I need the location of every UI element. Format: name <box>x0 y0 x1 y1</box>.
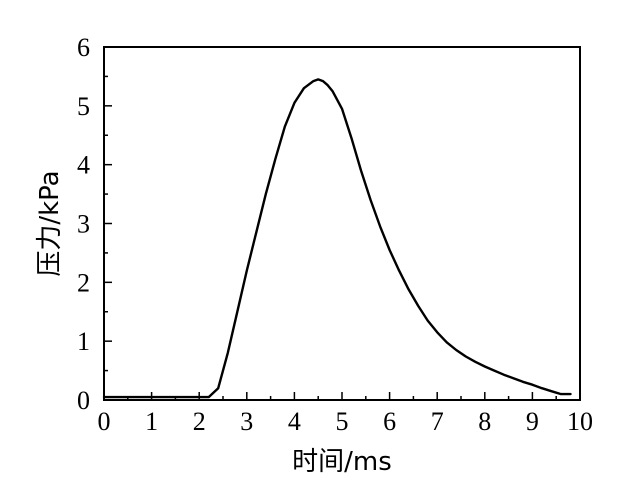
x-tick-label: 10 <box>567 407 593 436</box>
y-tick-label: 6 <box>77 33 90 62</box>
y-tick-label: 0 <box>77 386 90 415</box>
y-tick-label: 5 <box>77 92 90 121</box>
x-axis-title: 时间/ms <box>292 447 392 477</box>
x-tick-label: 1 <box>145 407 158 436</box>
y-axis-title: 压力/kPa <box>35 170 65 276</box>
y-tick-label: 3 <box>77 210 90 239</box>
x-tick-label: 5 <box>336 407 349 436</box>
x-tick-label: 0 <box>98 407 111 436</box>
x-tick-label: 8 <box>478 407 491 436</box>
x-tick-label: 3 <box>240 407 253 436</box>
x-tick-labels: 0 1 2 3 4 5 6 7 8 9 10 <box>98 407 594 436</box>
y-tick-label: 1 <box>77 327 90 356</box>
plot-frame <box>103 46 581 401</box>
x-tick-label: 9 <box>526 407 539 436</box>
x-tick-label: 6 <box>383 407 396 436</box>
y-tick-label: 2 <box>77 268 90 297</box>
x-tick-label: 7 <box>431 407 444 436</box>
y-tick-labels: 0 1 2 3 4 5 6 <box>77 33 90 415</box>
x-tick-label: 2 <box>193 407 206 436</box>
pressure-curve <box>102 78 572 399</box>
major-ticks <box>103 46 581 401</box>
minor-ticks <box>104 75 557 400</box>
y-tick-label: 4 <box>77 151 90 180</box>
x-tick-label: 4 <box>288 407 301 436</box>
